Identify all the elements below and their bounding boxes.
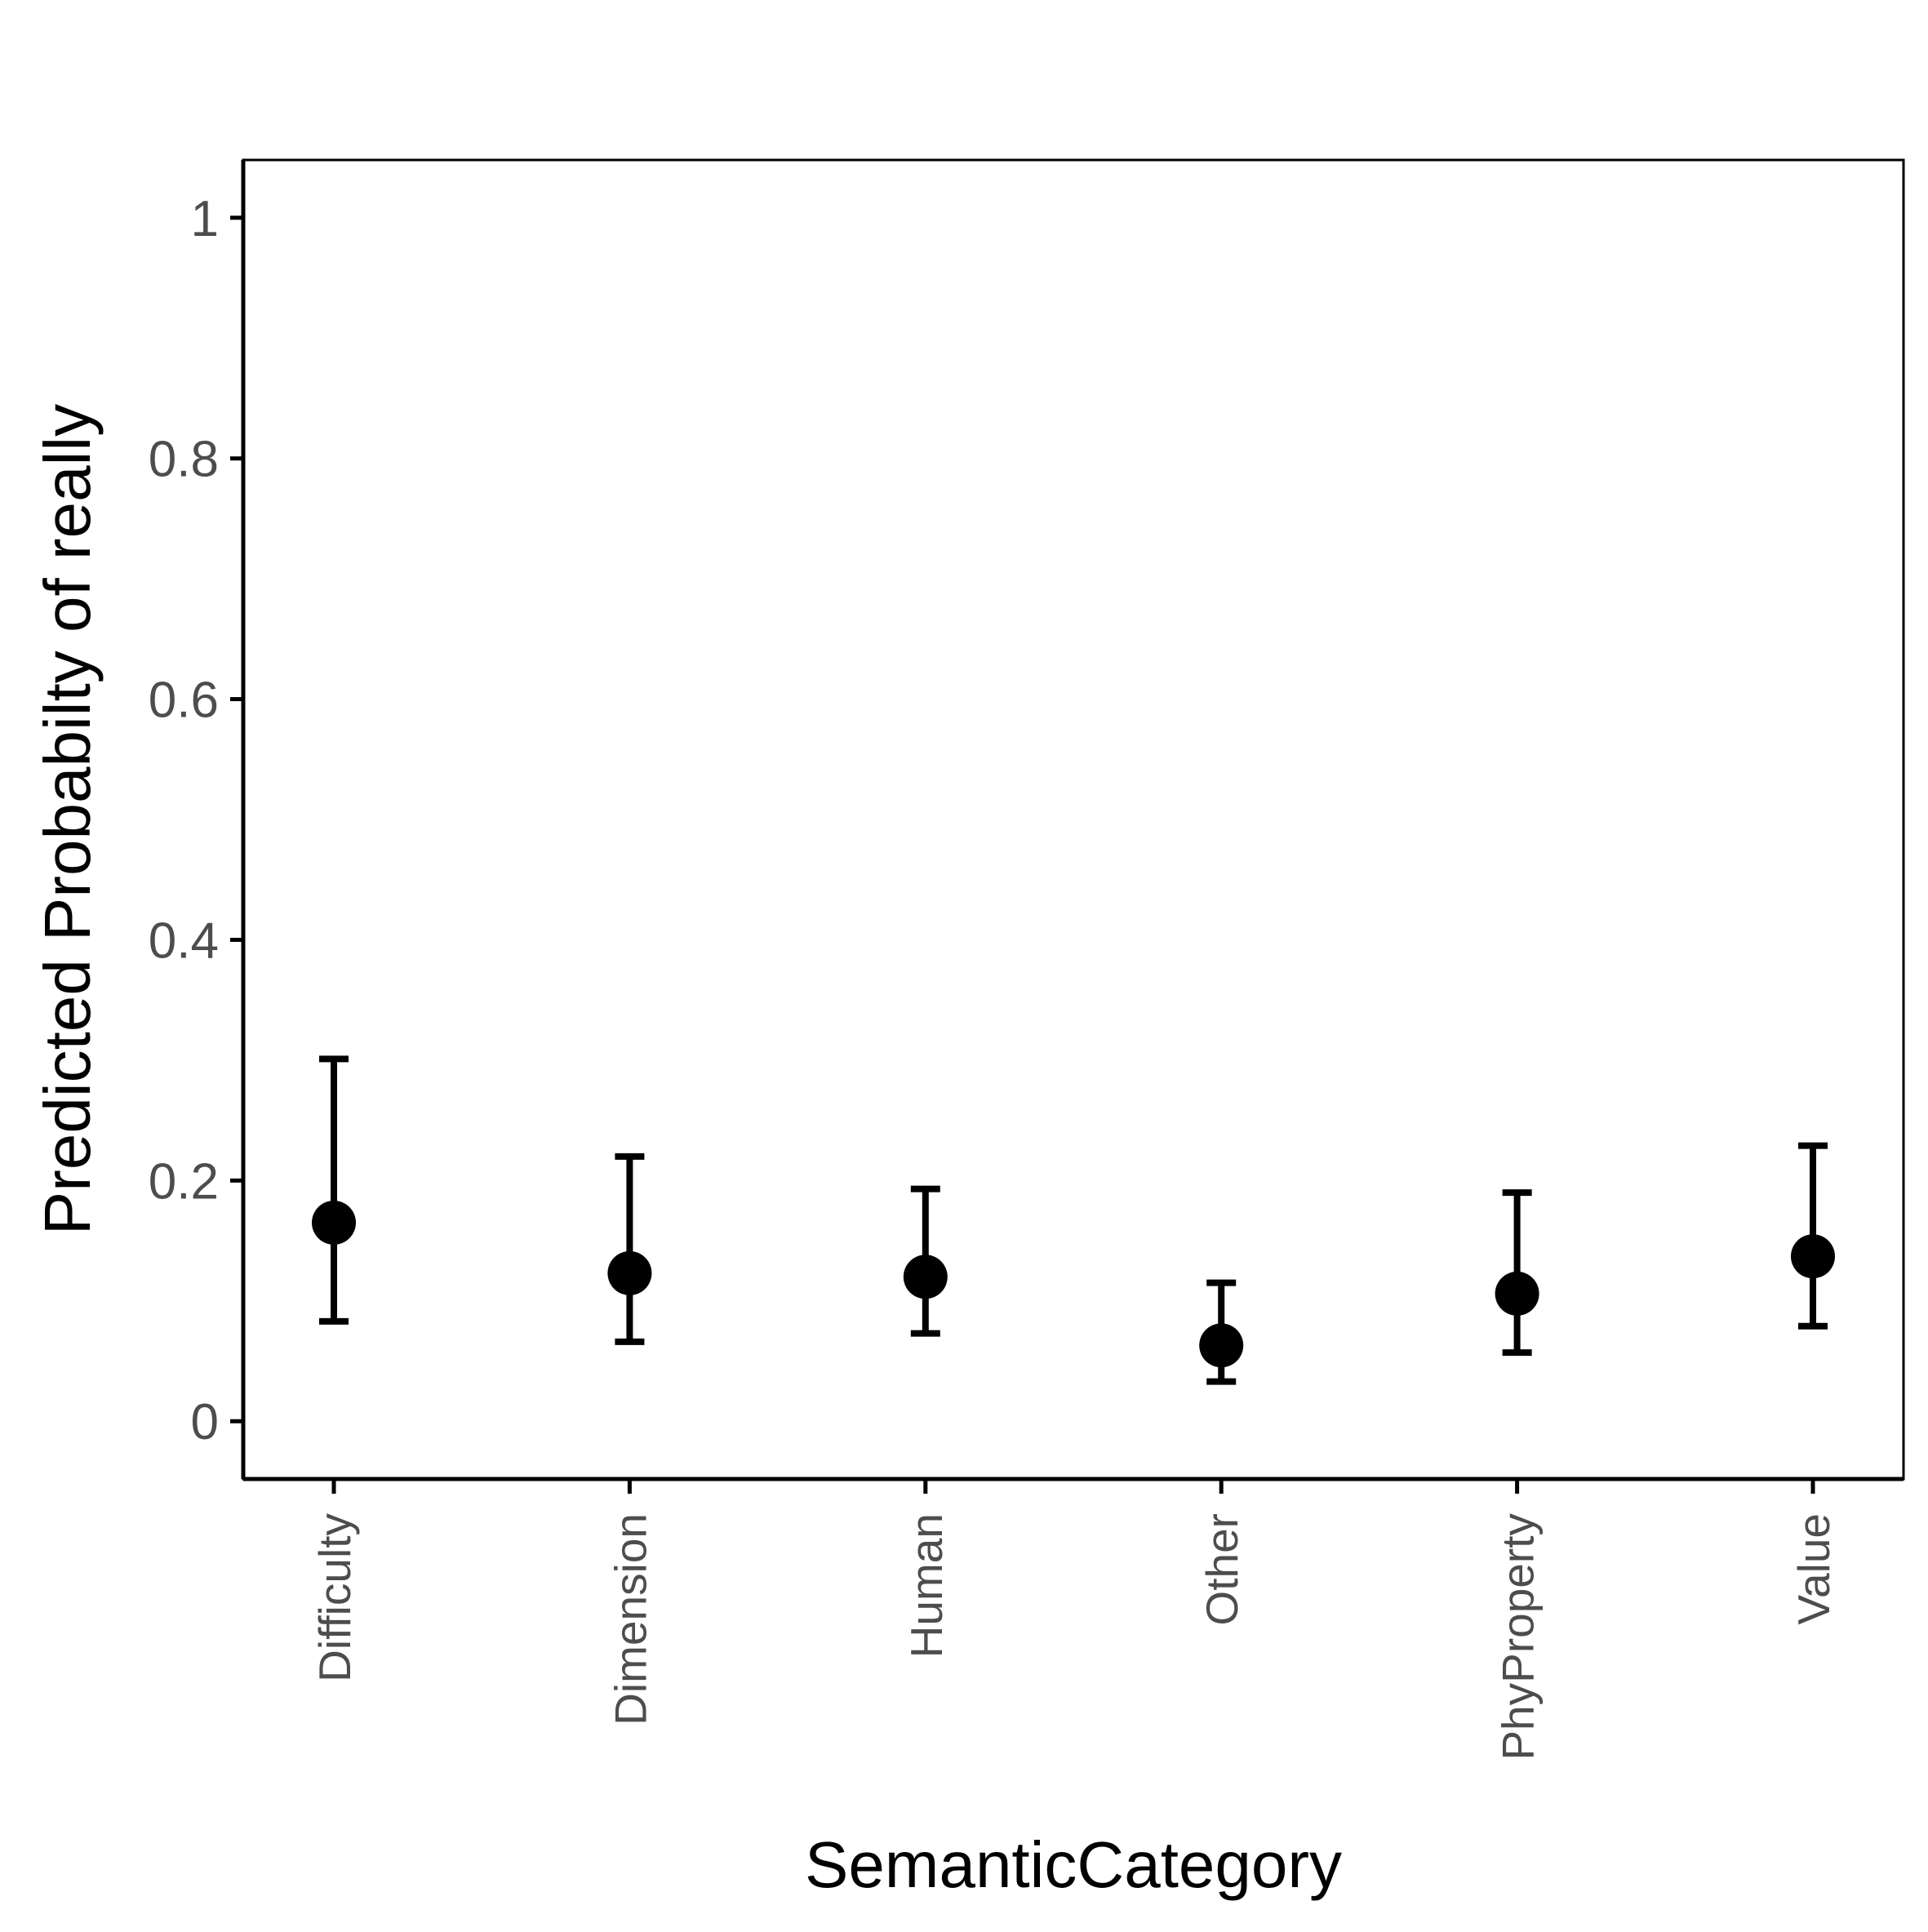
point-group-other: [1199, 1279, 1244, 1385]
plot-panel: [242, 158, 1905, 1481]
x-axis-title: SemanticCategory: [805, 1828, 1342, 1901]
point-group-human: [903, 1185, 948, 1337]
x-tick-label-human: Human: [901, 1513, 952, 1658]
error-bar-points: [312, 1055, 1835, 1385]
data-point: [903, 1255, 948, 1299]
x-tick-label-dimension: Dimension: [605, 1513, 655, 1725]
y-tick-label: 0: [191, 1394, 219, 1450]
data-point: [1791, 1234, 1835, 1279]
point-group-value: [1791, 1142, 1835, 1330]
y-tick-label: 0.2: [149, 1153, 219, 1210]
x-tick-label-other: Other: [1197, 1513, 1247, 1626]
data-point: [1495, 1271, 1539, 1316]
y-tick-label: 1: [191, 191, 219, 247]
x-tick-label-value: Value: [1788, 1513, 1839, 1625]
point-group-dimension: [607, 1153, 652, 1345]
y-tick-label: 0.4: [149, 913, 219, 969]
x-tick-label-difficulty: Difficulty: [309, 1513, 360, 1682]
x-axis-ticks: Difficulty Dimension Human Other PhyProperty…: [309, 1479, 1839, 1761]
y-axis-ticks: 0 0.2 0.4 0.6 0.8 1: [149, 191, 243, 1450]
y-axis-title: Predicted Probabilty of really: [31, 404, 104, 1235]
data-point: [1199, 1323, 1244, 1368]
data-point: [312, 1200, 356, 1245]
point-group-phyproperty: [1495, 1189, 1539, 1357]
point-group-difficulty: [312, 1055, 356, 1325]
y-tick-label: 0.8: [149, 432, 219, 488]
data-point: [607, 1250, 652, 1295]
y-tick-label: 0.6: [149, 673, 219, 729]
x-tick-label-phyproperty: PhyProperty: [1493, 1513, 1544, 1761]
